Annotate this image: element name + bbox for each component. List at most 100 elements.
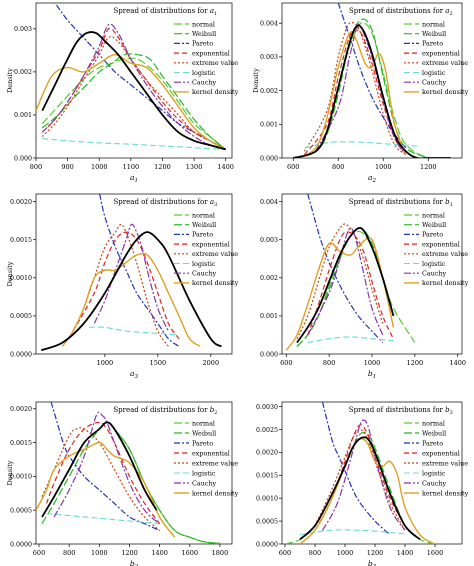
series-line-cauchy (41, 23, 226, 150)
y-tick-label: 0.0000 (10, 541, 32, 548)
legend-label: normal (192, 20, 215, 28)
x-tick-label: 1000 (364, 359, 381, 367)
series-line-kernel-density (299, 437, 436, 544)
chart-panel-3: 1000 1500 2000 0.0000 0.0005 0.0010 0.0015 0.00… (6, 193, 239, 380)
legend-label: Weibull (192, 429, 216, 437)
x-tick-label: 1500 (150, 359, 167, 367)
chart-title: Spread of distributions for b3 (349, 406, 453, 416)
legend-label: logistic (422, 69, 446, 77)
series-line-exponential (72, 231, 180, 340)
series-line-cauchy (315, 23, 407, 155)
series-line-pareto (99, 194, 180, 347)
series-line-weibull (41, 53, 227, 150)
y-tick-label: 0.002 (260, 275, 278, 282)
series-line-cauchy (93, 223, 169, 332)
legend-label: normal (422, 20, 445, 28)
y-tick-label: 0.0015 (10, 237, 32, 244)
legend-label: Cauchy (192, 79, 217, 87)
series-line-extreme-value (314, 428, 406, 531)
legend-label: extreme value (192, 250, 238, 258)
y-tick-label: 0.0025 (256, 427, 278, 434)
curves (293, 3, 451, 158)
series-line-cauchy (53, 411, 160, 525)
curves (36, 402, 220, 544)
legend-label: Pareto (192, 231, 213, 239)
legend-label: exponential (192, 49, 230, 57)
legend-label: Weibull (422, 221, 446, 229)
legend-label: normal (192, 211, 215, 219)
legend-label: Cauchy (422, 270, 447, 278)
x-tick-label: 1000 (337, 549, 354, 557)
x-tick-label: 1200 (420, 163, 437, 171)
series-line-weibull (299, 431, 421, 540)
y-tick-label: 0.0010 (10, 275, 32, 282)
y-tick-label: 0.003 (14, 26, 32, 33)
x-tick-label: 1200 (407, 359, 424, 367)
series-line-kernel-density (61, 252, 201, 347)
y-tick-label: 0.004 (260, 21, 278, 28)
series-line-logistic (88, 326, 180, 336)
chart-panel-2: 600 800 1000 1200 0.000 0.001 0.002 0.003 0.004 a… (252, 2, 469, 184)
y-tick-label: 0.0005 (10, 507, 32, 514)
x-tick-label: 600 (280, 359, 292, 367)
legend-label: Pareto (192, 40, 213, 48)
legend-label: extreme value (422, 250, 468, 258)
x-tick-label: 1600 (427, 549, 444, 557)
series-line-exponential (314, 424, 406, 531)
plot-frame (281, 401, 463, 545)
x-tick-label: 600 (287, 163, 299, 171)
legend-label: Cauchy (422, 79, 447, 87)
y-tick-label: 0.0010 (256, 495, 278, 502)
series-line-exponential (307, 231, 394, 340)
series-line-logistic (299, 529, 406, 536)
x-tick-label: 1400 (217, 163, 234, 171)
x-tick-label: 600 (279, 549, 291, 557)
legend-label: normal (422, 419, 445, 427)
y-tick-label: 0.0020 (256, 450, 278, 457)
y-tick-label: 0.004 (260, 199, 278, 206)
legend-label: normal (192, 419, 215, 427)
legend-label: extreme value (192, 59, 238, 67)
plot-frame (35, 401, 233, 545)
legend-label: logistic (192, 469, 216, 477)
curves (284, 402, 436, 544)
series-line-cauchy (321, 419, 406, 531)
legend-label: kernel density (192, 489, 239, 497)
x-tick-label: 600 (33, 549, 45, 557)
x-tick-label: 800 (30, 163, 42, 171)
y-tick-label: 0.003 (260, 237, 278, 244)
y-tick-label: 0.0015 (256, 473, 278, 480)
plot-frame (281, 2, 463, 159)
series-line-extreme-value (303, 21, 407, 156)
series-line-extreme-value (41, 36, 226, 150)
legend-label: logistic (422, 469, 446, 477)
series-line-kernel-density (297, 31, 407, 158)
chart-panel-4: 600 800 1000 1200 1400 0.000 0.001 0.002 0.003 0.… (260, 193, 469, 380)
y-axis-label: Density (252, 68, 260, 93)
legend-label: kernel density (422, 279, 469, 287)
legend-label: kernel density (192, 88, 239, 96)
series-line-logistic (307, 336, 394, 344)
legend-label: Weibull (422, 429, 446, 437)
legend-label: Weibull (192, 30, 216, 38)
chart-title: Spread of distributions for a1 (114, 7, 218, 17)
legend-label: Pareto (422, 439, 443, 447)
curves (285, 194, 416, 351)
x-axis-label: b1 (368, 369, 376, 380)
series-line-weibull (41, 421, 220, 544)
x-axis-label: a2 (368, 173, 376, 184)
plot-frame (35, 193, 233, 355)
legend-label: kernel density (422, 88, 469, 96)
y-tick-label: 0.0020 (10, 199, 32, 206)
chart-panel-6: 600 800 1000 1200 1400 1600 0.0000 0.0005 0.0010… (256, 401, 469, 566)
plot-frame (35, 2, 233, 159)
x-tick-label: 1400 (151, 549, 168, 557)
series-line-pareto (321, 402, 391, 536)
chart-title: Spread of distributions for b2 (113, 406, 217, 416)
chart-panel-5: 600 800 1000 1200 1400 1600 1800 0.0000 0.0005 0.… (6, 401, 239, 566)
x-tick-label: 1400 (397, 549, 414, 557)
